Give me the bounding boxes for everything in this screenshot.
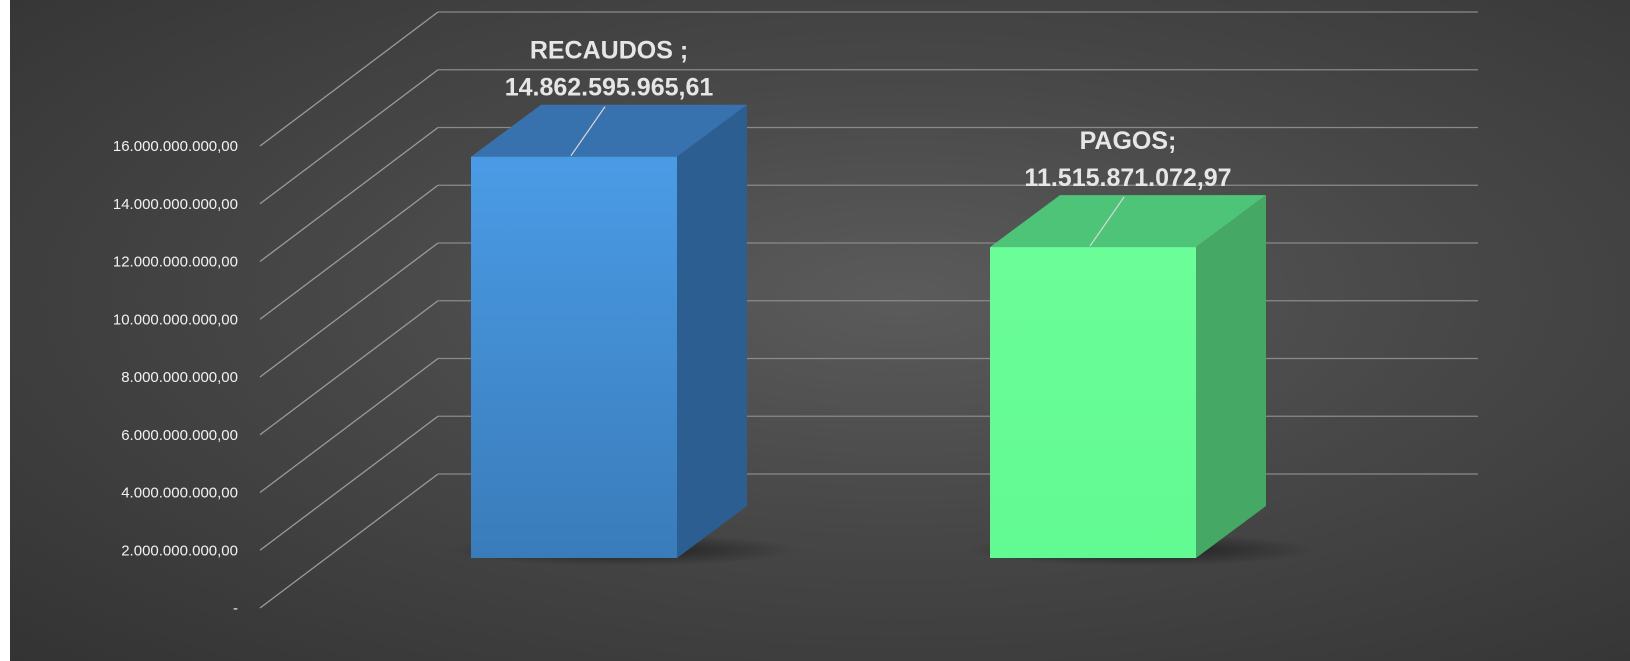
- bar-chart: - 2.000.000.000,00 4.000.000.000,00 6.000.0…: [113, 11, 1478, 617]
- bar-top-pagos: [990, 195, 1266, 248]
- gridline-side-3: [259, 300, 439, 436]
- bar-side-recaudos: [677, 104, 747, 559]
- y-tick-label: 12.000.000.000,00: [113, 254, 238, 271]
- data-label-leader-line: [1089, 196, 1125, 247]
- gridline-side-8: [259, 11, 439, 147]
- data-label-value: 11.515.871.072,97: [1024, 164, 1231, 192]
- gridline-side-4: [259, 242, 439, 378]
- gridline-side-1: [259, 415, 439, 551]
- bar-recaudos: [471, 156, 677, 559]
- bar-top-recaudos: [471, 104, 747, 157]
- y-axis-tick-labels: - 2.000.000.000,00 4.000.000.000,00 6.000.0…: [113, 138, 238, 617]
- y-tick-label: 2.000.000.000,00: [121, 542, 238, 559]
- gridline-side-6: [259, 126, 439, 263]
- data-label-value: 14.862.595.965,61: [505, 74, 714, 102]
- y-tick-label: 4.000.000.000,00: [121, 485, 238, 502]
- bars: [451, 104, 1316, 566]
- gridline-side-2: [259, 357, 439, 494]
- data-label-category: PAGOS;: [1080, 127, 1177, 155]
- y-tick-label: 6.000.000.000,00: [121, 427, 238, 444]
- data-label-leader-line: [570, 106, 606, 157]
- bar-side-pagos: [1196, 195, 1266, 559]
- data-labels: RECAUDOS ; 14.862.595.965,61 PAGOS; 11.515.…: [505, 37, 1232, 247]
- y-tick-label: 10.000.000.000,00: [113, 311, 238, 328]
- gridline-side-7: [259, 69, 439, 205]
- gridline-side-5: [259, 184, 439, 320]
- bar-pagos: [990, 247, 1196, 559]
- gridline-side-0: [259, 473, 439, 609]
- y-tick-label: 16.000.000.000,00: [113, 138, 238, 155]
- y-tick-label: -: [233, 600, 238, 617]
- data-label-category: RECAUDOS ;: [530, 37, 688, 65]
- chart-area: - 2.000.000.000,00 4.000.000.000,00 6.000.0…: [10, 0, 1630, 661]
- y-tick-label: 8.000.000.000,00: [121, 369, 238, 386]
- gridlines: [259, 11, 1478, 609]
- y-tick-label: 14.000.000.000,00: [113, 196, 238, 213]
